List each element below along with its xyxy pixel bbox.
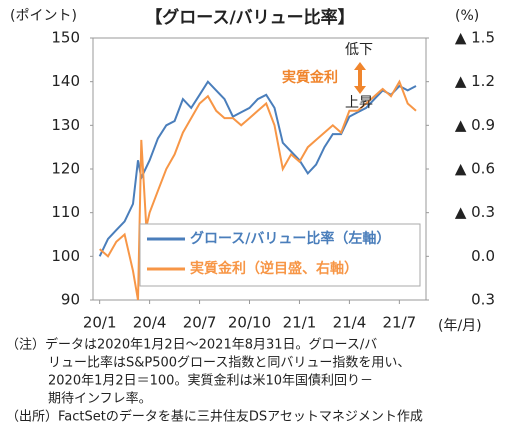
y2-tick-label: 0.0 [471,247,495,265]
y2-tick-label: ▲ 0.6 [455,160,495,178]
legend-label: グロース/バリュー比率（左軸） [190,230,390,247]
x-tick-label: 20/10 [228,314,271,332]
legend: グロース/バリュー比率（左軸） 実質金利（逆目盛、右軸） [139,223,421,287]
y2-axis-label: (%) [455,8,479,24]
annotation: 低下 [345,42,373,58]
series-line [98,80,417,257]
y2-tick-label: ▲ 0.3 [455,203,495,221]
chart-title: 【グロース/バリュー比率】 [145,7,354,28]
legend-box [139,223,421,287]
x-tick-label: 21/7 [383,314,417,332]
y2-tick-label: ▲ 1.2 [455,72,495,90]
x-tick-label: 21/1 [283,314,317,332]
annotation: 上昇 [345,95,373,111]
y-tick-label: 100 [51,247,80,265]
note: リュー比率はS&P500グロース指数と同バリュー指数を用い、 [48,355,410,371]
y-tick-label: 110 [51,203,80,221]
note: （注）データは2020年1月2日～2021年8月31日。グロース/バ [6,337,377,353]
x-tick-label: 20/4 [133,314,167,332]
y2-tick-label: 0.3 [471,291,495,309]
y-tick-label: 120 [51,160,80,178]
x-tick-label: 20/1 [83,314,117,332]
y-tick-label: 140 [51,72,80,90]
y-tick-label: 150 [51,29,80,47]
x-tick-label: 21/4 [333,314,367,332]
note: 期待インフレ率。 [48,391,152,407]
note: （出所）FactSetのデータを基に三井住友DSアセットマネジメント作成 [6,409,423,425]
annotation: 実質金利 [282,69,338,86]
y-tick-label: 130 [51,116,80,134]
x-axis-label: (年/月) [438,318,482,334]
lines [98,79,417,301]
legend-label: 実質金利（逆目盛、右軸） [190,260,358,277]
y-tick-label: 90 [61,291,80,309]
x-tick-label: 20/7 [183,314,217,332]
y-axis-label: (ポイント) [10,8,77,24]
note: 2020年1月2日＝100。実質金利は米10年国債利回り－ [48,373,373,389]
y2-tick-label: ▲ 0.9 [455,116,495,134]
y2-tick-label: ▲ 1.5 [455,29,495,47]
arrow [354,62,366,94]
series-line [99,79,417,301]
